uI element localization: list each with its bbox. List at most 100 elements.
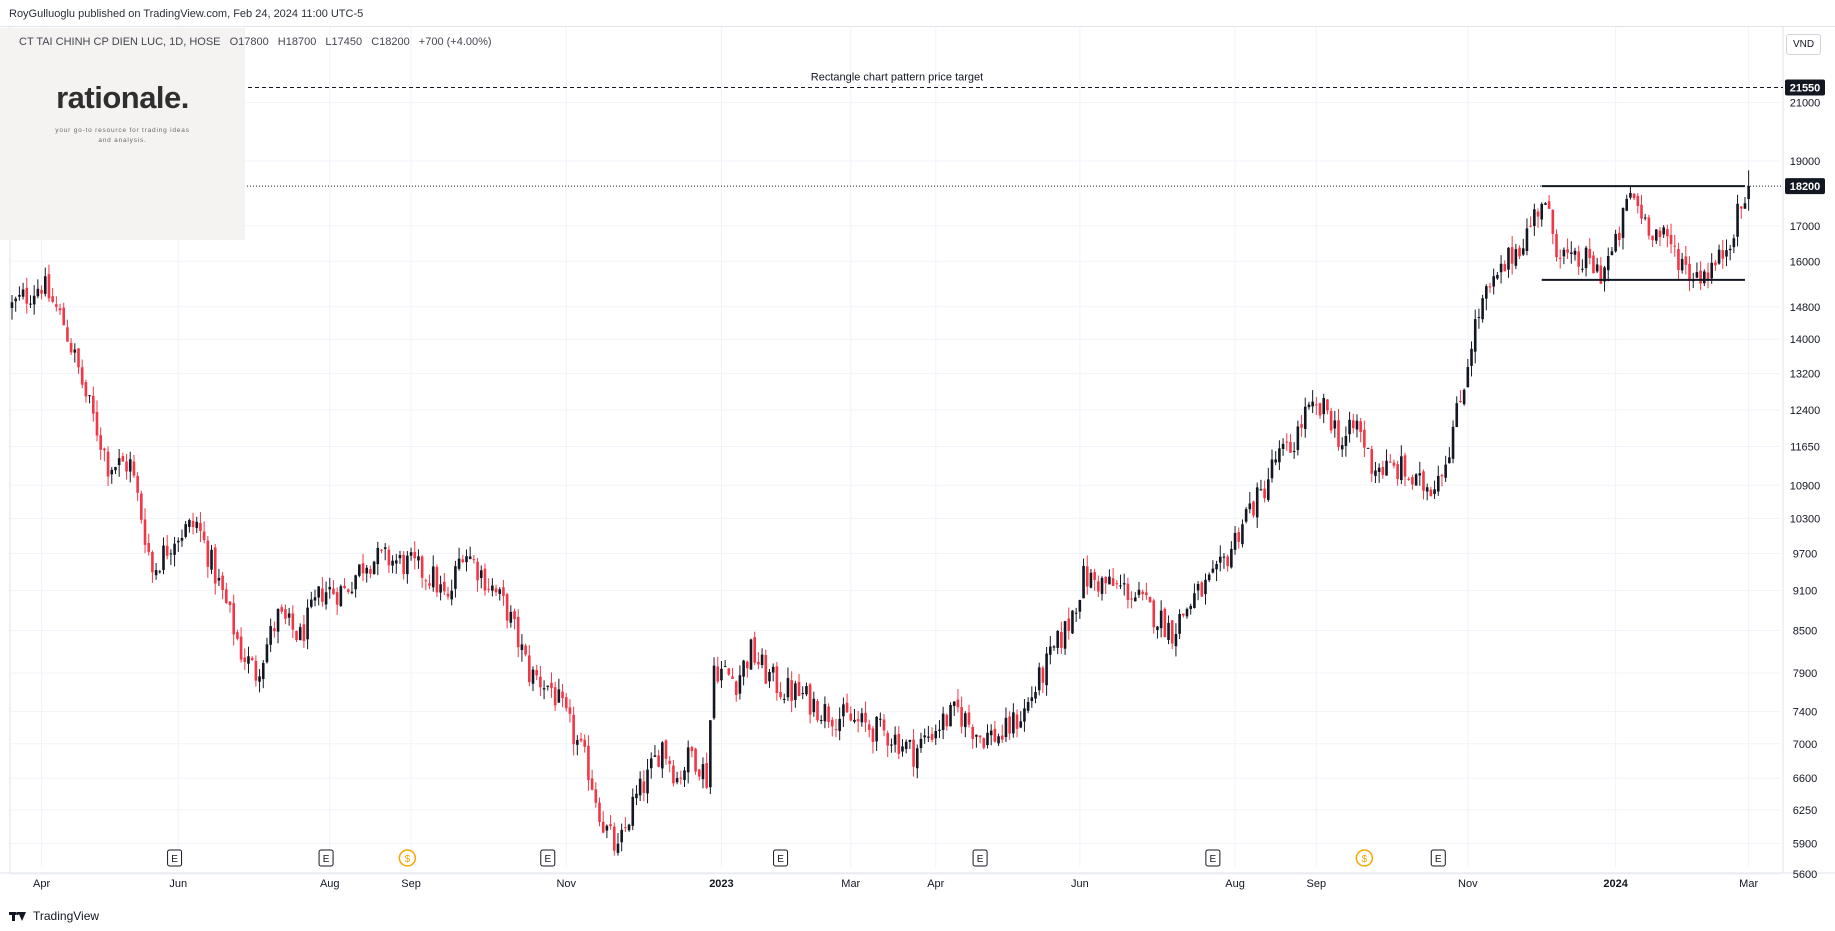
candle-body: [1470, 348, 1473, 366]
candle-body: [472, 559, 476, 561]
candle-body: [646, 769, 649, 794]
candle-body: [856, 719, 860, 722]
candle-body: [1732, 238, 1736, 248]
candle-body: [1414, 474, 1418, 486]
candle-body: [1230, 548, 1233, 568]
candle-body: [269, 626, 272, 645]
candle-body: [1429, 489, 1433, 497]
candle-body: [291, 613, 295, 630]
candlestick-chart[interactable]: Rectangle chart pattern price target 2100…: [0, 27, 1835, 895]
candle-body: [110, 469, 114, 475]
earnings-marker-icon[interactable]: [972, 849, 988, 867]
dividend-marker-icon[interactable]: [398, 849, 417, 867]
candle-body: [391, 560, 394, 566]
candle-body: [165, 545, 169, 556]
candle-body: [1148, 596, 1152, 603]
candle-body: [1640, 204, 1643, 219]
price-axis-tick-label: 5600: [1793, 869, 1817, 881]
candle-body: [1695, 272, 1699, 278]
candle-body: [827, 706, 830, 722]
candle-body: [583, 739, 587, 747]
candle-body: [88, 395, 91, 397]
candle-body: [775, 666, 779, 693]
candle-body: [443, 581, 446, 592]
candle-body: [29, 303, 32, 305]
earnings-marker-icon[interactable]: [540, 849, 556, 867]
dividend-marker-icon[interactable]: [1355, 849, 1374, 867]
candle-body: [354, 575, 357, 590]
candle-body: [361, 563, 365, 574]
candle-body: [106, 451, 110, 477]
candle-body: [1104, 576, 1108, 584]
candle-body: [1599, 265, 1603, 284]
candle-body: [915, 748, 919, 769]
earnings-marker-label: E: [977, 854, 984, 865]
candle-body: [1588, 248, 1592, 259]
candle-body: [720, 668, 723, 681]
candle-body: [1023, 708, 1026, 722]
candle-body: [1477, 317, 1481, 319]
candle-body: [734, 681, 738, 696]
candle-body: [1566, 249, 1569, 253]
candle-body: [531, 669, 535, 684]
earnings-marker-icon[interactable]: [1430, 849, 1446, 867]
candle-body: [313, 597, 317, 601]
candle-body: [1222, 556, 1226, 558]
candle-body: [705, 763, 708, 788]
candle-body: [605, 825, 609, 831]
candle-body: [1481, 298, 1484, 320]
candle-body: [701, 764, 705, 780]
candle-body: [188, 520, 191, 527]
earnings-marker-icon[interactable]: [1205, 849, 1221, 867]
earnings-marker-label: E: [544, 854, 551, 865]
price-axis-tick-label: 10900: [1790, 480, 1821, 492]
candle-body: [1374, 470, 1377, 476]
candle-body: [309, 599, 313, 607]
candle-body: [1688, 263, 1691, 282]
candle-body: [439, 584, 442, 593]
candle-body: [1122, 583, 1126, 585]
candle-body: [1518, 247, 1521, 257]
candle-body: [1411, 477, 1414, 485]
candle-body: [1569, 252, 1573, 254]
candle-body: [945, 714, 949, 727]
candle-body: [731, 676, 734, 679]
candle-body: [258, 676, 261, 682]
candle-body: [1388, 461, 1392, 463]
candle-body: [816, 701, 819, 721]
candle-body: [1015, 714, 1019, 729]
candle-body: [261, 663, 265, 679]
candle-body: [409, 552, 413, 556]
candle-body: [173, 543, 176, 555]
candle-body: [1237, 532, 1241, 542]
currency-button[interactable]: VND: [1786, 34, 1821, 55]
candle-body: [1344, 436, 1348, 447]
earnings-marker-icon[interactable]: [167, 849, 183, 867]
candle-body: [579, 738, 583, 741]
candle-body: [350, 591, 354, 594]
price-label-box: [1785, 79, 1825, 96]
candle-body: [77, 348, 80, 368]
candle-body: [598, 802, 601, 823]
candle-body: [491, 585, 494, 591]
watermark-title: rationale.: [56, 80, 189, 115]
earnings-marker-icon[interactable]: [773, 849, 789, 867]
candle-body: [1329, 410, 1333, 431]
candle-body: [1085, 566, 1089, 587]
candle-body: [949, 704, 952, 727]
candle-body: [882, 719, 886, 731]
candle-body: [849, 713, 853, 721]
candle-body: [265, 644, 269, 663]
candle-body: [1706, 272, 1710, 281]
time-axis-tick-label: Nov: [1458, 878, 1478, 890]
candle-body: [757, 661, 760, 665]
candle-body: [55, 304, 58, 307]
price-label-box: [1785, 178, 1825, 195]
candle-body: [1503, 264, 1507, 272]
candle-body: [1647, 217, 1651, 236]
earnings-marker-icon[interactable]: [318, 849, 334, 867]
candle-body: [1418, 473, 1422, 476]
candle-body: [768, 671, 771, 682]
candle-body: [1089, 572, 1093, 588]
candle-body: [143, 519, 147, 545]
